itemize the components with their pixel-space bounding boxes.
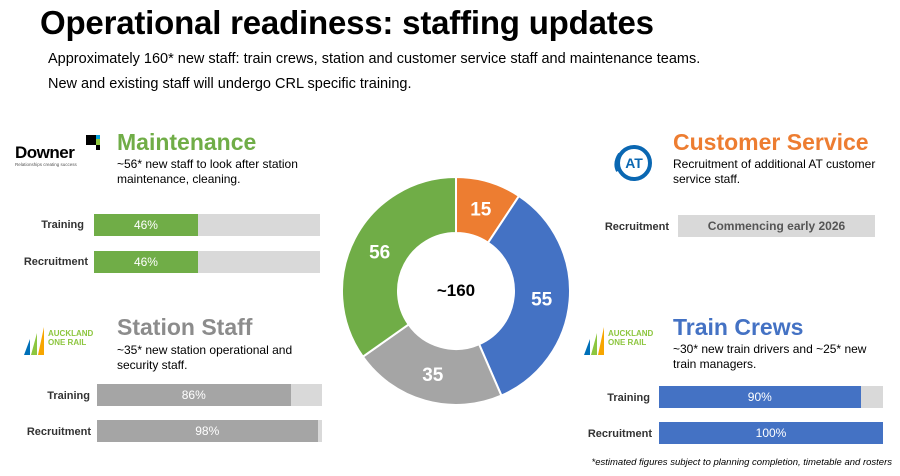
auckland-one-rail-logo-station: AUCKLAND ONE RAIL: [24, 327, 94, 355]
downer-logo: Downer Relationships creating success: [15, 135, 100, 171]
donut-segment-1: [477, 194, 571, 397]
customer-service-recruitment-bar: Commencing early 2026: [678, 215, 875, 237]
train-training-label: Training: [607, 392, 650, 404]
maintenance-training-value: 46%: [133, 218, 158, 232]
train-recruitment-bar: 100%: [659, 422, 883, 444]
train-crews-description: ~30* new train drivers and ~25* new trai…: [673, 342, 867, 371]
customer-service-recruitment-value: Commencing early 2026: [707, 219, 846, 233]
subtitle-line-2: New and existing staff will undergo CRL …: [48, 76, 412, 92]
page-title: Operational readiness: staffing updates: [40, 4, 654, 41]
train-recruitment-value: 100%: [755, 426, 787, 440]
maintenance-recruitment-fill: 46%: [94, 251, 198, 273]
staffing-donut-chart: 15 55 35 56 ~160: [341, 175, 571, 406]
train-recruitment-label: Recruitment: [587, 428, 652, 440]
station-training-label: Training: [47, 390, 90, 402]
downer-mark-blue: [96, 135, 100, 139]
station-staff-description: ~35* new station operational and securit…: [117, 343, 293, 372]
at-logo-text: AT: [625, 155, 643, 171]
customer-service-title: Customer Service: [673, 129, 869, 155]
train-recruitment-fill: 100%: [659, 422, 883, 444]
station-staff-title: Station Staff: [117, 314, 253, 340]
maintenance-recruitment-bar: 46%: [94, 251, 320, 273]
donut-segment-3: [341, 175, 457, 359]
maintenance-training-label: Training: [41, 219, 84, 231]
station-recruitment-bar: 98%: [97, 420, 322, 442]
station-recruitment-value: 98%: [195, 424, 220, 438]
maintenance-description: ~56* new staff to look after station mai…: [117, 157, 298, 186]
customer-service-description: Recruitment of additional AT customer se…: [673, 157, 876, 186]
train-training-bar: 90%: [659, 386, 883, 408]
train-training-fill: 90%: [659, 386, 861, 408]
station-logo-text-1: AUCKLAND: [48, 329, 94, 338]
at-logo: AT: [614, 145, 652, 181]
station-training-bar: 86%: [97, 384, 322, 406]
maintenance-recruitment-label: Recruitment: [23, 256, 88, 268]
maintenance-training-bar: 46%: [94, 214, 320, 236]
station-training-value: 86%: [181, 388, 206, 402]
train-crews-title: Train Crews: [673, 314, 804, 340]
train-training-value: 90%: [747, 390, 772, 404]
station-training-fill: 86%: [97, 384, 291, 406]
subtitle-line-1: Approximately 160* new staff: train crew…: [48, 51, 701, 67]
downer-mark-green: [96, 139, 100, 145]
donut-label-3: 56: [369, 242, 390, 263]
maintenance-training-fill: 46%: [94, 214, 198, 236]
donut-label-2: 35: [422, 365, 444, 386]
customer-service-recruitment-label: Recruitment: [604, 221, 669, 233]
auckland-one-rail-logo-train: AUCKLAND ONE RAIL: [584, 327, 654, 355]
maintenance-title: Maintenance: [117, 129, 257, 155]
station-logo-text-2: ONE RAIL: [48, 338, 86, 347]
footnote: *estimated figures subject to planning c…: [591, 457, 892, 468]
downer-mark-black: [86, 135, 96, 145]
maintenance-recruitment-value: 46%: [133, 255, 158, 269]
donut-segment-2: [361, 323, 503, 406]
train-logo-text-1: AUCKLAND: [608, 329, 654, 338]
downer-mark-black-2: [96, 145, 100, 150]
station-recruitment-fill: 98%: [97, 420, 318, 442]
donut-label-0: 15: [470, 200, 492, 221]
station-recruitment-label: Recruitment: [26, 426, 91, 438]
downer-logo-tagline: Relationships creating success: [15, 162, 77, 167]
donut-center-label: ~160: [437, 281, 475, 300]
downer-logo-text: Downer: [15, 143, 75, 162]
donut-label-1: 55: [531, 290, 553, 311]
train-logo-text-2: ONE RAIL: [608, 338, 646, 347]
